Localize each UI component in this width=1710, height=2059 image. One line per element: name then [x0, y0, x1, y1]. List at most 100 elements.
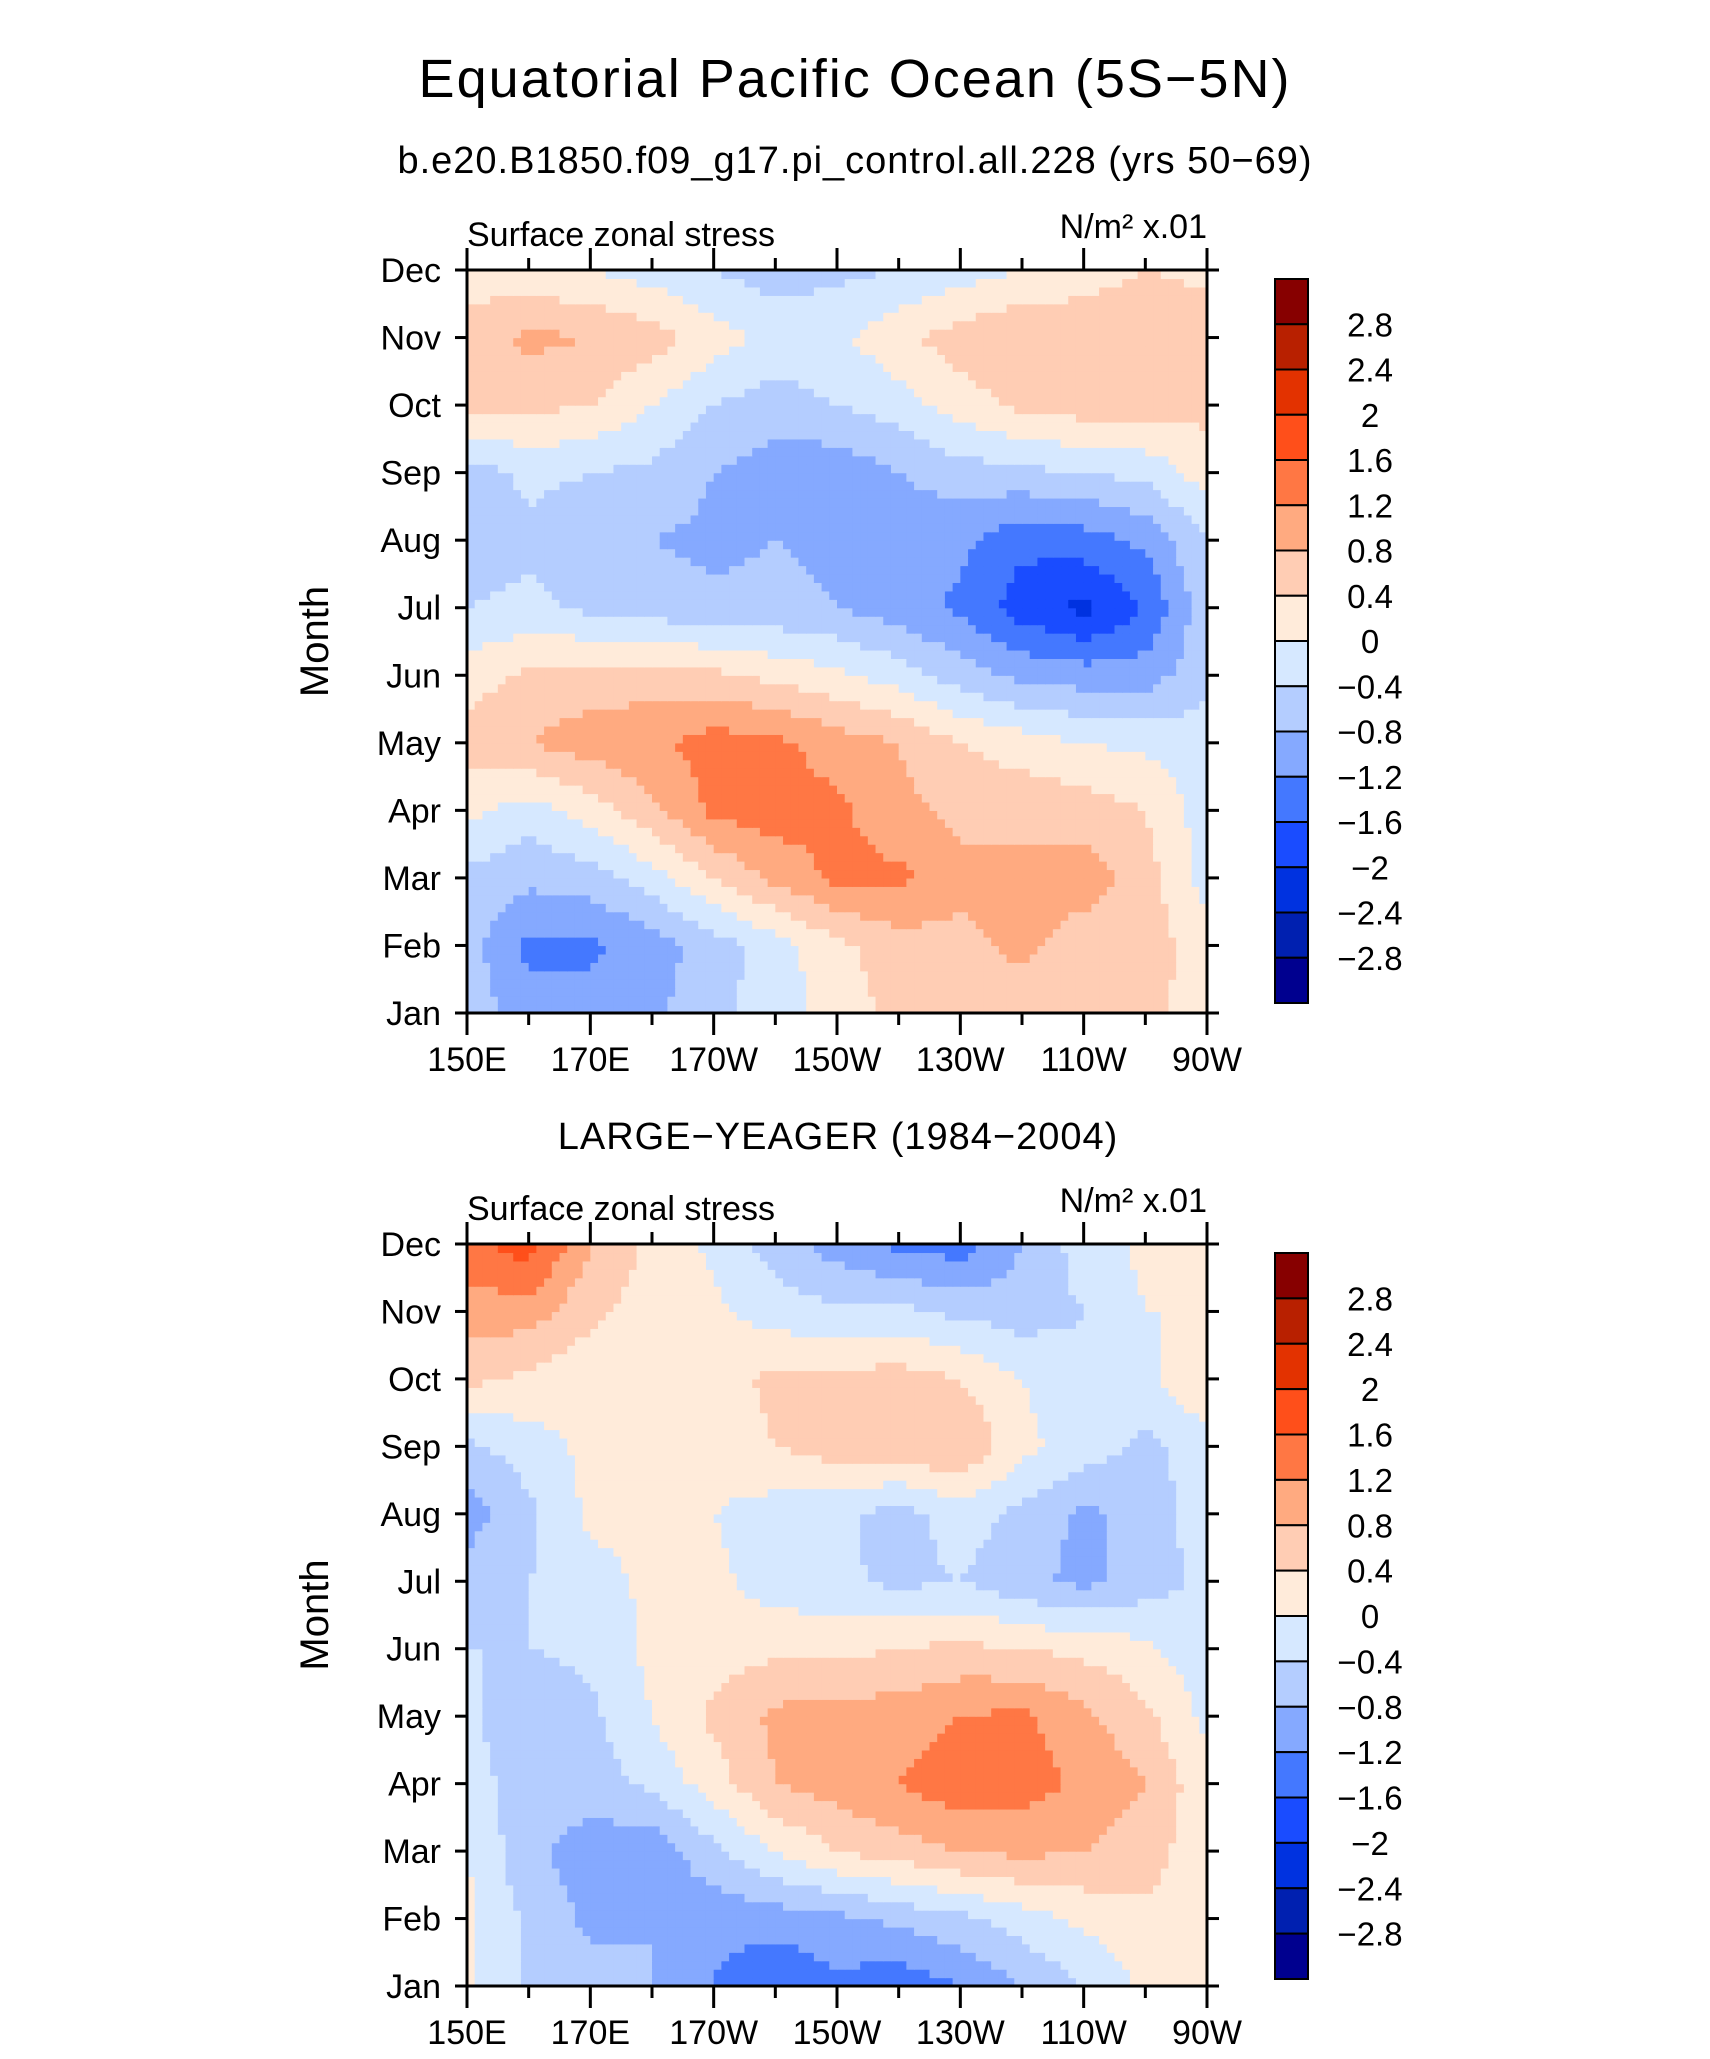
- contour-cell: [898, 599, 907, 609]
- contour-cell: [968, 861, 977, 871]
- contour-cell: [652, 869, 661, 879]
- contour-cell: [944, 751, 954, 761]
- contour-cell: [1075, 937, 1085, 947]
- contour-cell: [921, 768, 931, 778]
- contour-cell: [1099, 725, 1108, 735]
- contour-cell: [806, 979, 815, 989]
- contour-cell: [520, 599, 530, 609]
- contour-cell: [621, 810, 630, 820]
- contour-cell: [1068, 920, 1077, 930]
- contour-cell: [490, 835, 499, 845]
- contour-cell: [890, 709, 900, 719]
- contour-cell: [474, 742, 484, 752]
- contour-cell: [844, 894, 854, 904]
- contour-cell: [1075, 818, 1085, 828]
- contour-cell: [1168, 692, 1177, 702]
- contour-cell: [528, 852, 537, 862]
- contour-cell: [798, 894, 807, 904]
- contour-cell: [621, 590, 630, 600]
- contour-cell: [752, 776, 761, 786]
- contour-cell: [983, 658, 992, 668]
- contour-cell: [1160, 835, 1170, 845]
- contour-cell: [1129, 649, 1139, 659]
- contour-cell: [474, 953, 484, 963]
- contour-cell: [890, 624, 900, 634]
- contour-cell: [1145, 920, 1154, 930]
- contour-cell: [613, 1004, 622, 1014]
- contour-cell: [952, 616, 961, 626]
- contour-cell: [1014, 734, 1023, 744]
- contour-cell: [821, 886, 830, 896]
- contour-cell: [628, 1004, 638, 1014]
- contour-cell: [929, 979, 938, 989]
- contour-cell: [482, 633, 491, 643]
- contour-cell: [960, 776, 969, 786]
- contour-cell: [721, 742, 730, 752]
- contour-cell: [736, 590, 746, 600]
- contour-cell: [1014, 844, 1023, 854]
- contour-cell: [906, 886, 915, 896]
- contour-cell: [1091, 759, 1100, 769]
- contour-cell: [744, 683, 753, 693]
- contour-cell: [698, 827, 707, 837]
- contour-cell: [1052, 962, 1062, 972]
- contour-cell: [598, 844, 607, 854]
- contour-cell: [474, 658, 484, 668]
- contour-cell: [690, 793, 699, 803]
- contour-cell: [867, 953, 877, 963]
- contour-cell: [860, 751, 869, 761]
- contour-cell: [1183, 683, 1193, 693]
- contour-cell: [513, 861, 522, 871]
- contour-cell: [659, 844, 669, 854]
- contour-cell: [898, 785, 907, 795]
- contour-cell: [968, 666, 977, 676]
- contour-cell: [744, 979, 753, 989]
- contour-cell: [544, 649, 553, 659]
- contour-cell: [574, 717, 584, 727]
- contour-cell: [513, 675, 522, 685]
- contour-cell: [1052, 979, 1062, 989]
- contour-cell: [729, 725, 738, 735]
- contour-cell: [652, 683, 661, 693]
- contour-cell: [898, 734, 907, 744]
- contour-cell: [906, 801, 915, 811]
- contour-cell: [621, 692, 630, 702]
- contour-cell: [505, 987, 514, 997]
- contour-cell: [929, 776, 938, 786]
- contour-cell: [644, 886, 653, 896]
- contour-cell: [975, 658, 985, 668]
- contour-cell: [837, 903, 846, 913]
- contour-cell: [698, 810, 707, 820]
- contour-cell: [944, 996, 954, 1006]
- contour-cell: [1106, 1004, 1116, 1014]
- contour-cell: [960, 624, 969, 634]
- contour-cell: [636, 861, 645, 871]
- contour-cell: [467, 987, 476, 997]
- contour-cell: [528, 582, 537, 592]
- contour-cell: [767, 590, 776, 600]
- contour-cell: [952, 869, 961, 879]
- contour-cell: [559, 869, 568, 879]
- contour-cell: [937, 953, 946, 963]
- contour-cell: [1137, 801, 1146, 811]
- contour-cell: [929, 945, 938, 955]
- contour-cell: [752, 590, 761, 600]
- contour-cell: [705, 793, 715, 803]
- contour-cell: [806, 590, 815, 600]
- contour-cell: [929, 953, 938, 963]
- contour-cell: [667, 886, 676, 896]
- contour-cell: [675, 607, 684, 617]
- contour-cell: [844, 920, 854, 930]
- contour-cell: [759, 742, 769, 752]
- contour-cell: [752, 827, 761, 837]
- contour-cell: [1199, 861, 1208, 871]
- contour-cell: [644, 911, 653, 921]
- contour-cell: [490, 717, 499, 727]
- contour-cell: [829, 818, 838, 828]
- contour-cell: [605, 624, 615, 634]
- contour-cell: [513, 979, 522, 989]
- contour-cell: [952, 709, 961, 719]
- contour-cell: [975, 725, 985, 735]
- contour-cell: [921, 920, 931, 930]
- contour-cell: [497, 844, 507, 854]
